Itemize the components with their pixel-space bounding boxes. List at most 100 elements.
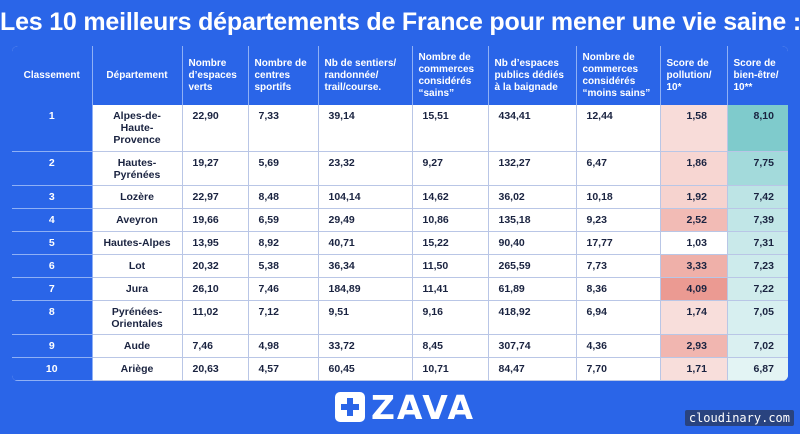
centres-sportifs-cell: 4,57 — [248, 357, 319, 381]
espaces-verts-cell: 19,66 — [182, 208, 249, 232]
zava-logo: ZAVA — [335, 387, 476, 427]
commerces-moins-sains-cell: 12,44 — [576, 105, 661, 152]
table-row: 10 Ariège 20,63 4,57 60,45 10,71 84,47 7,70 1,71… — [12, 357, 788, 381]
commerces-moins-sains-cell: 4,36 — [576, 334, 661, 358]
commerces-sains-cell: 9,27 — [412, 151, 489, 186]
pollution-score-cell: 2,52 — [660, 208, 728, 232]
wellbeing-score-cell: 6,87 — [727, 357, 788, 381]
header-score-bien-etre: Score de bien-être/ 10** — [727, 46, 788, 105]
commerces-moins-sains-cell: 10,18 — [576, 185, 661, 209]
pollution-score-cell: 1,71 — [660, 357, 728, 381]
table-row: 6 Lot 20,32 5,38 36,34 11,50 265,59 7,73 3,33 7,2… — [12, 254, 788, 278]
espaces-verts-cell: 7,46 — [182, 334, 249, 358]
department-cell: Aveyron — [92, 208, 183, 232]
header-commerces-sains: Nombre de commerces considérés “sains” — [412, 46, 489, 105]
centres-sportifs-cell: 8,48 — [248, 185, 319, 209]
commerces-moins-sains-cell: 6,94 — [576, 300, 661, 335]
table-header-row: Classement Département Nombre d’espaces … — [12, 46, 788, 105]
pollution-score-cell: 1,58 — [660, 105, 728, 152]
rank-cell: 10 — [12, 357, 93, 381]
sentiers-cell: 29,49 — [318, 208, 413, 232]
table-row: 7 Jura 26,10 7,46 184,89 11,41 61,89 8,36 4,09 7,… — [12, 277, 788, 301]
table-row: 4 Aveyron 19,66 6,59 29,49 10,86 135,18 9,23 2,5… — [12, 208, 788, 232]
department-cell: Jura — [92, 277, 183, 301]
pollution-score-cell: 1,74 — [660, 300, 728, 335]
department-cell: Lot — [92, 254, 183, 278]
table-row: 8 Pyrénées-Orientales 11,02 7,12 9,51 9,16 418… — [12, 300, 788, 335]
table-row: 5 Hautes-Alpes 13,95 8,92 40,71 15,22 90,40 17,… — [12, 231, 788, 255]
baignade-cell: 434,41 — [488, 105, 577, 152]
centres-sportifs-cell: 6,59 — [248, 208, 319, 232]
sentiers-cell: 23,32 — [318, 151, 413, 186]
espaces-verts-cell: 19,27 — [182, 151, 249, 186]
header-commerces-moins-sains: Nombre de commerces considérés “moins sa… — [576, 46, 661, 105]
baignade-cell: 135,18 — [488, 208, 577, 232]
centres-sportifs-cell: 5,38 — [248, 254, 319, 278]
logo-text: ZAVA — [371, 387, 476, 427]
rank-cell: 7 — [12, 277, 93, 301]
header-centres-sportifs: Nombre de centres sportifs — [248, 46, 319, 105]
pollution-score-cell: 2,93 — [660, 334, 728, 358]
pollution-score-cell: 1,86 — [660, 151, 728, 186]
department-cell: Hautes-Alpes — [92, 231, 183, 255]
commerces-moins-sains-cell: 8,36 — [576, 277, 661, 301]
table-row: 9 Aude 7,46 4,98 33,72 8,45 307,74 4,36 2,93 7,02 — [12, 334, 788, 358]
commerces-moins-sains-cell: 9,23 — [576, 208, 661, 232]
commerces-sains-cell: 10,71 — [412, 357, 489, 381]
commerces-sains-cell: 15,22 — [412, 231, 489, 255]
wellbeing-score-cell: 7,42 — [727, 185, 788, 209]
baignade-cell: 36,02 — [488, 185, 577, 209]
page-title: Les 10 meilleurs départements de France … — [0, 8, 800, 36]
pollution-score-cell: 1,92 — [660, 185, 728, 209]
sentiers-cell: 33,72 — [318, 334, 413, 358]
department-cell: Pyrénées-Orientales — [92, 300, 183, 335]
pollution-score-cell: 1,03 — [660, 231, 728, 255]
commerces-sains-cell: 11,41 — [412, 277, 489, 301]
commerces-sains-cell: 9,16 — [412, 300, 489, 335]
table-row: 2 Hautes-Pyrénées 19,27 5,69 23,32 9,27 132,27… — [12, 151, 788, 186]
wellbeing-score-cell: 7,39 — [727, 208, 788, 232]
wellbeing-score-cell: 7,75 — [727, 151, 788, 186]
header-score-pollution: Score de pollution/ 10* — [660, 46, 728, 105]
commerces-sains-cell: 14,62 — [412, 185, 489, 209]
commerces-moins-sains-cell: 7,70 — [576, 357, 661, 381]
wellbeing-score-cell: 7,02 — [727, 334, 788, 358]
table-row: 1 Alpes-de-Haute-Provence 22,90 7,33 39,14 15… — [12, 105, 788, 152]
commerces-moins-sains-cell: 7,73 — [576, 254, 661, 278]
table-body: 1 Alpes-de-Haute-Provence 22,90 7,33 39,14 15… — [12, 105, 788, 381]
department-cell: Ariège — [92, 357, 183, 381]
department-cell: Aude — [92, 334, 183, 358]
wellbeing-score-cell: 7,31 — [727, 231, 788, 255]
rank-cell: 9 — [12, 334, 93, 358]
baignade-cell: 84,47 — [488, 357, 577, 381]
commerces-sains-cell: 11,50 — [412, 254, 489, 278]
pollution-score-cell: 3,33 — [660, 254, 728, 278]
header-classement: Classement — [12, 46, 93, 105]
rank-cell: 8 — [12, 300, 93, 335]
espaces-verts-cell: 20,63 — [182, 357, 249, 381]
espaces-verts-cell: 13,95 — [182, 231, 249, 255]
centres-sportifs-cell: 5,69 — [248, 151, 319, 186]
sentiers-cell: 36,34 — [318, 254, 413, 278]
wellbeing-score-cell: 7,22 — [727, 277, 788, 301]
baignade-cell: 265,59 — [488, 254, 577, 278]
baignade-cell: 307,74 — [488, 334, 577, 358]
centres-sportifs-cell: 4,98 — [248, 334, 319, 358]
watermark-credit: cloudinary.com — [684, 410, 794, 426]
ranking-table-container: Classement Département Nombre d’espaces … — [12, 46, 788, 381]
wellbeing-score-cell: 7,23 — [727, 254, 788, 278]
espaces-verts-cell: 22,90 — [182, 105, 249, 152]
baignade-cell: 132,27 — [488, 151, 577, 186]
commerces-sains-cell: 8,45 — [412, 334, 489, 358]
sentiers-cell: 104,14 — [318, 185, 413, 209]
wellbeing-score-cell: 7,05 — [727, 300, 788, 335]
sentiers-cell: 184,89 — [318, 277, 413, 301]
centres-sportifs-cell: 7,46 — [248, 277, 319, 301]
ranking-table: Classement Département Nombre d’espaces … — [12, 46, 788, 381]
department-cell: Lozère — [92, 185, 183, 209]
table-row: 3 Lozère 22,97 8,48 104,14 14,62 36,02 10,18 1,9… — [12, 185, 788, 209]
rank-cell: 3 — [12, 185, 93, 209]
rank-cell: 2 — [12, 151, 93, 186]
department-cell: Hautes-Pyrénées — [92, 151, 183, 186]
sentiers-cell: 60,45 — [318, 357, 413, 381]
